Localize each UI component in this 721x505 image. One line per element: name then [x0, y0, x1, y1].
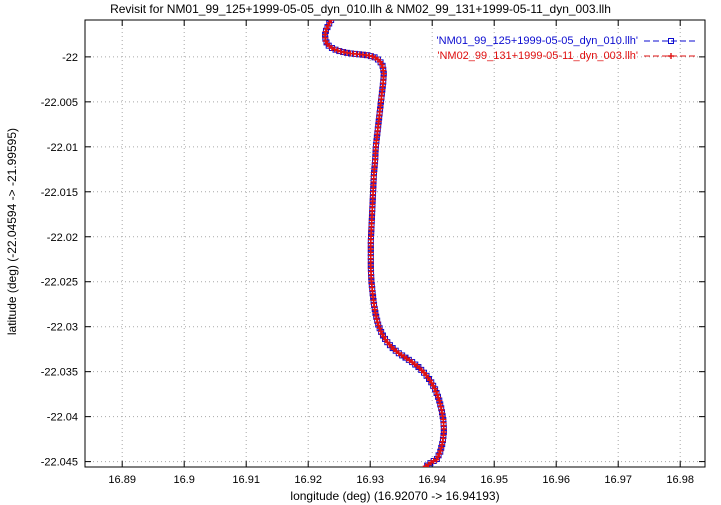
- y-tick-label: -22.04: [47, 412, 78, 424]
- y-axis-label: latitude (deg) (-22.04594 -> -21.99595): [5, 128, 19, 336]
- x-tick-label: 16.91: [232, 474, 260, 486]
- x-tick-label: 16.96: [542, 474, 570, 486]
- y-tick-label: -22.02: [47, 232, 78, 244]
- legend-label-nm01: 'NM01_99_125+1999-05-05_dyn_010.llh': [436, 34, 638, 47]
- legend-sample-nm02-red-plus: [644, 52, 698, 59]
- y-tick-label: -22.025: [41, 277, 78, 289]
- x-tick-label: 16.94: [418, 474, 446, 486]
- y-tick-label: -22.03: [47, 322, 78, 334]
- x-tick-label: 16.93: [356, 474, 384, 486]
- x-tick-label: 16.97: [604, 474, 632, 486]
- legend-entry-nm02: 'NM02_99_131+1999-05-11_dyn_003.llh': [437, 48, 702, 63]
- legend-sample-nm01-blue-square: [644, 37, 698, 44]
- x-tick-label: 16.98: [666, 474, 694, 486]
- x-tick-label: 16.9: [173, 474, 194, 486]
- y-tick-label: -22.005: [41, 97, 78, 109]
- chart-title: Revisit for NM01_99_125+1999-05-05_dyn_0…: [110, 2, 611, 16]
- y-tick-label: -22: [62, 52, 78, 64]
- track-series-group: [322, 20, 447, 467]
- x-tick-label: 16.92: [294, 474, 322, 486]
- x-tick-label: 16.89: [108, 474, 136, 486]
- x-axis-label: longitude (deg) (16.92070 -> 16.94193): [290, 489, 500, 503]
- legend-label-nm02: 'NM02_99_131+1999-05-11_dyn_003.llh': [437, 49, 638, 62]
- y-tick-label: -22.01: [47, 142, 78, 154]
- y-tick-label: -22.035: [41, 367, 78, 379]
- legend-entry-nm01: 'NM01_99_125+1999-05-05_dyn_010.llh': [437, 33, 702, 48]
- y-tick-label: -22.015: [41, 187, 78, 199]
- legend: 'NM01_99_125+1999-05-05_dyn_010.llh' 'NM…: [437, 33, 702, 63]
- x-tick-label: 16.95: [480, 474, 508, 486]
- y-tick-label: -22.045: [41, 457, 78, 469]
